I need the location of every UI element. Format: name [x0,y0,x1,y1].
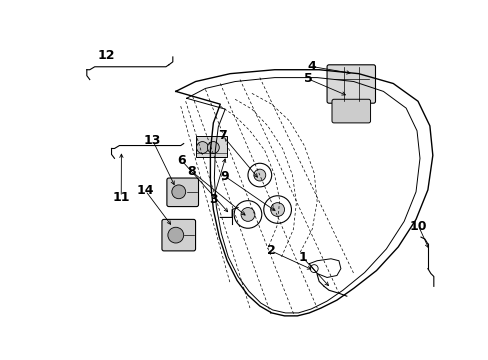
Text: 11: 11 [112,190,130,203]
Text: 9: 9 [221,170,229,183]
Circle shape [253,169,265,181]
Text: 7: 7 [218,129,226,142]
Text: 13: 13 [143,134,161,147]
Text: 4: 4 [307,60,316,73]
Text: 8: 8 [186,165,195,177]
Text: 2: 2 [266,244,275,257]
Circle shape [241,208,254,221]
Text: 14: 14 [136,184,154,197]
FancyBboxPatch shape [162,219,195,251]
Text: 5: 5 [304,72,312,85]
Text: 3: 3 [208,193,217,206]
Text: 6: 6 [177,154,185,167]
Circle shape [171,185,185,199]
Circle shape [196,141,208,153]
Circle shape [167,227,183,243]
FancyBboxPatch shape [166,178,198,207]
FancyBboxPatch shape [326,65,375,103]
FancyBboxPatch shape [331,99,370,123]
Circle shape [207,141,219,153]
Text: 1: 1 [298,251,306,264]
Bar [195,136,227,157]
Text: 10: 10 [409,220,427,233]
Text: 12: 12 [98,49,115,62]
Circle shape [270,203,284,216]
